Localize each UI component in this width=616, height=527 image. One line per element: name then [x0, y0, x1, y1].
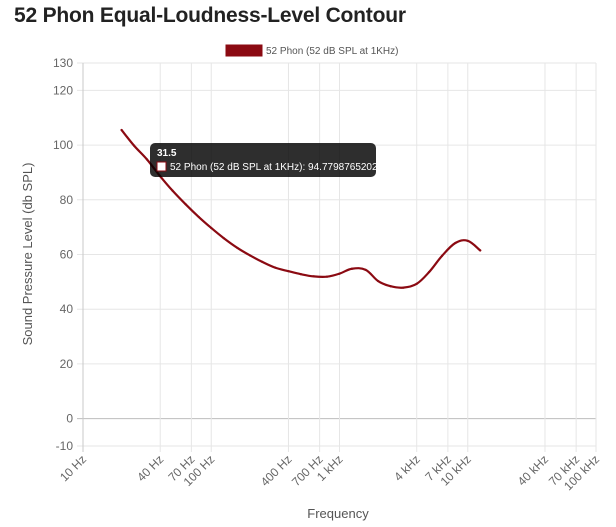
data-point[interactable] — [377, 279, 380, 283]
tooltip: 31.5 52 Phon (52 dB SPL at 1KHz): 94.779… — [150, 143, 384, 177]
data-point[interactable] — [274, 266, 277, 269]
x-tick-label: 40 kHz — [515, 452, 551, 488]
data-point[interactable] — [428, 270, 431, 274]
tooltip-box — [150, 143, 376, 177]
x-tick-label: 40 Hz — [134, 452, 166, 484]
data-point[interactable] — [171, 189, 174, 192]
data-point[interactable] — [479, 249, 482, 252]
data-point[interactable] — [120, 128, 123, 132]
data-point[interactable] — [299, 273, 302, 276]
y-tick-label: 60 — [60, 248, 74, 262]
y-tick-label: 130 — [53, 56, 73, 70]
data-point[interactable] — [287, 270, 290, 273]
data-point[interactable] — [364, 268, 367, 271]
data-point[interactable] — [145, 158, 149, 161]
y-tick-label: 20 — [60, 357, 74, 371]
y-axis-title: Sound Pressure Level (db SPL) — [20, 163, 35, 346]
legend[interactable]: 52 Phon (52 dB SPL at 1KHz) — [225, 44, 399, 57]
x-tick-label: 400 Hz — [258, 452, 295, 489]
data-point[interactable] — [248, 254, 251, 257]
tooltip-body: 52 Phon (52 dB SPL at 1KHz): 94.77987652… — [170, 162, 384, 173]
y-tick-label: 100 — [53, 138, 73, 152]
data-point[interactable] — [197, 215, 200, 219]
y-axis-ticks: -10 0 20 40 60 80 100 120 130 — [53, 56, 73, 453]
x-tick-label: 4 kHz — [391, 452, 423, 484]
page-title: 52 Phon Equal-Loudness-Level Contour — [14, 4, 406, 27]
series-group — [120, 128, 482, 289]
data-point[interactable] — [440, 254, 444, 257]
tooltip-title: 31.5 — [157, 148, 177, 159]
data-point[interactable] — [261, 260, 264, 263]
legend-swatch — [225, 44, 263, 57]
data-point[interactable] — [350, 267, 354, 270]
data-point[interactable] — [210, 226, 213, 230]
data-point[interactable] — [132, 144, 136, 147]
grid — [77, 62, 597, 452]
y-tick-label: 80 — [60, 193, 74, 207]
data-point[interactable] — [389, 285, 392, 288]
data-point[interactable] — [402, 286, 405, 289]
tooltip-swatch — [156, 161, 167, 172]
x-tick-label: 10 Hz — [57, 452, 89, 484]
data-point[interactable] — [466, 239, 469, 242]
data-point[interactable] — [338, 272, 341, 275]
data-point[interactable] — [325, 275, 329, 278]
y-tick-label: 120 — [53, 83, 73, 97]
x-axis-title: Frequency — [307, 506, 369, 521]
data-point[interactable] — [454, 241, 457, 245]
y-tick-label: -10 — [56, 439, 74, 453]
legend-label: 52 Phon (52 dB SPL at 1KHz) — [266, 46, 399, 57]
y-tick-label: 0 — [66, 412, 73, 426]
y-tick-label: 40 — [60, 302, 74, 316]
data-point[interactable] — [236, 246, 239, 250]
data-point[interactable] — [415, 282, 418, 285]
data-point[interactable] — [312, 275, 315, 278]
data-point[interactable] — [222, 236, 225, 240]
data-point[interactable] — [184, 203, 187, 206]
